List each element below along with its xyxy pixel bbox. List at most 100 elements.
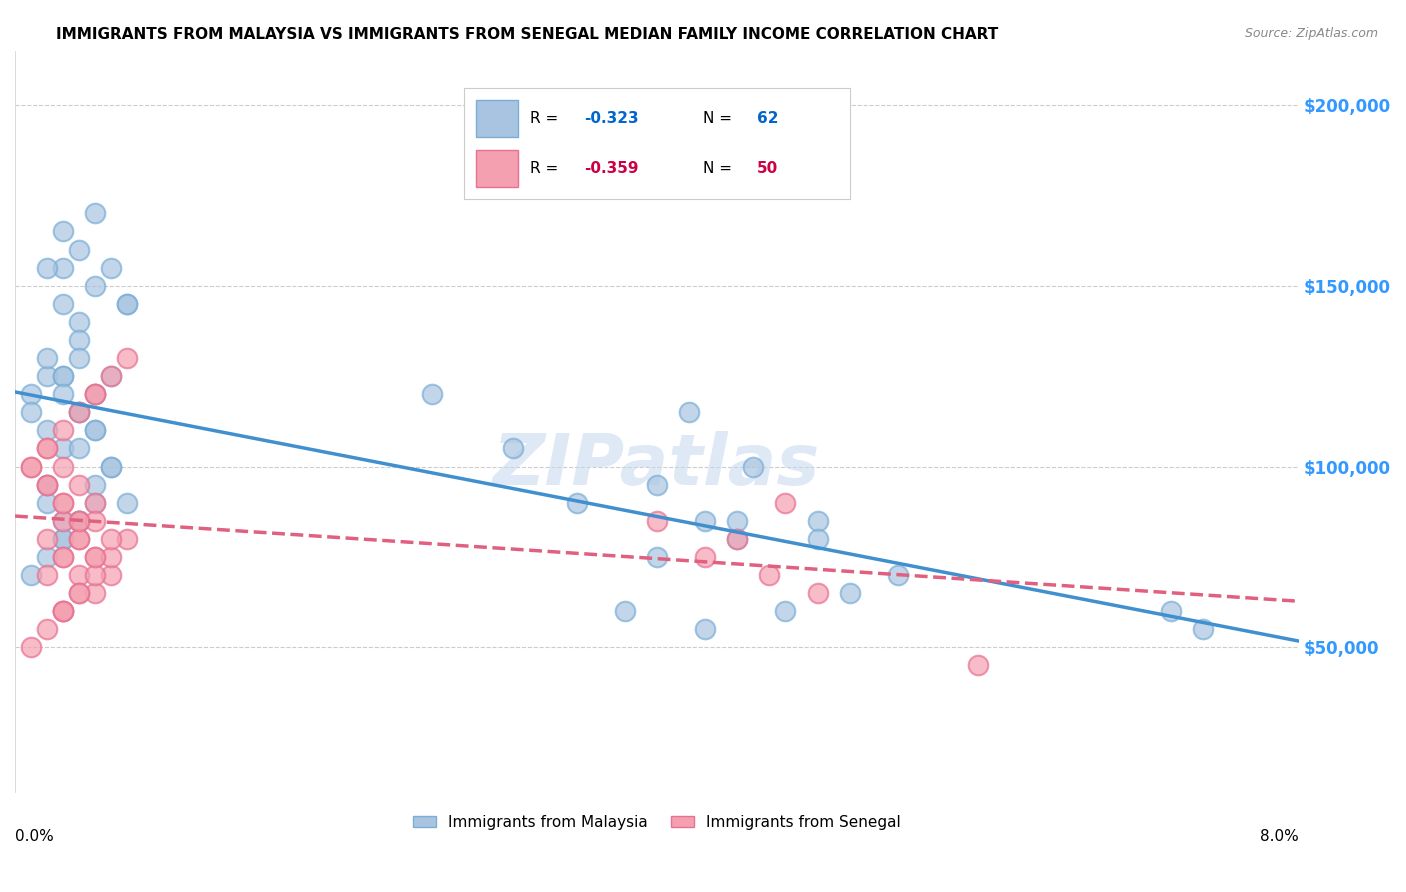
Legend: Immigrants from Malaysia, Immigrants from Senegal: Immigrants from Malaysia, Immigrants fro…: [408, 809, 907, 836]
Point: [613, 604, 636, 618]
Point: [67, 514, 90, 528]
Point: [84, 496, 107, 510]
Point: [52, 532, 75, 546]
Point: [645, 514, 668, 528]
Point: [35, 549, 58, 564]
Point: [100, 369, 122, 384]
Point: [838, 586, 860, 600]
Point: [67, 568, 90, 582]
Point: [84, 423, 107, 437]
Point: [67, 514, 90, 528]
Point: [67, 315, 90, 329]
Point: [100, 260, 122, 275]
Point: [35, 568, 58, 582]
Point: [84, 477, 107, 491]
Point: [52, 297, 75, 311]
Point: [35, 369, 58, 384]
Point: [67, 405, 90, 419]
Point: [67, 586, 90, 600]
Point: [52, 369, 75, 384]
Point: [20, 459, 42, 474]
Point: [1160, 604, 1182, 618]
Point: [84, 278, 107, 293]
Point: [100, 459, 122, 474]
Point: [84, 387, 107, 401]
Point: [52, 604, 75, 618]
Point: [100, 568, 122, 582]
Point: [67, 405, 90, 419]
Point: [52, 514, 75, 528]
Point: [84, 387, 107, 401]
Point: [35, 496, 58, 510]
Point: [52, 369, 75, 384]
Point: [420, 387, 443, 401]
Point: [52, 442, 75, 456]
Point: [35, 423, 58, 437]
Point: [52, 604, 75, 618]
Point: [84, 568, 107, 582]
Point: [117, 297, 139, 311]
Point: [806, 586, 828, 600]
Point: [775, 496, 797, 510]
Point: [84, 496, 107, 510]
Point: [35, 260, 58, 275]
Point: [52, 387, 75, 401]
Point: [20, 405, 42, 419]
Point: [117, 532, 139, 546]
Point: [806, 532, 828, 546]
Point: [84, 549, 107, 564]
Point: [84, 549, 107, 564]
Point: [117, 496, 139, 510]
Point: [67, 243, 90, 257]
Point: [52, 260, 75, 275]
Point: [52, 459, 75, 474]
Point: [67, 514, 90, 528]
Point: [100, 532, 122, 546]
Point: [67, 477, 90, 491]
Point: [20, 387, 42, 401]
Point: [645, 477, 668, 491]
Point: [1191, 622, 1213, 636]
Point: [806, 514, 828, 528]
Point: [84, 586, 107, 600]
Point: [742, 459, 765, 474]
Point: [695, 514, 717, 528]
Point: [20, 459, 42, 474]
Text: IMMIGRANTS FROM MALAYSIA VS IMMIGRANTS FROM SENEGAL MEDIAN FAMILY INCOME CORRELA: IMMIGRANTS FROM MALAYSIA VS IMMIGRANTS F…: [56, 27, 998, 42]
Point: [967, 658, 990, 673]
Point: [35, 532, 58, 546]
Point: [100, 459, 122, 474]
Point: [52, 225, 75, 239]
Point: [20, 568, 42, 582]
Point: [67, 351, 90, 365]
Point: [725, 532, 748, 546]
Point: [52, 604, 75, 618]
Point: [52, 549, 75, 564]
Text: 8.0%: 8.0%: [1260, 829, 1299, 844]
Point: [725, 532, 748, 546]
Point: [20, 640, 42, 655]
Point: [84, 423, 107, 437]
Point: [100, 369, 122, 384]
Point: [52, 496, 75, 510]
Point: [117, 297, 139, 311]
Point: [52, 423, 75, 437]
Point: [35, 351, 58, 365]
Point: [678, 405, 700, 419]
Point: [52, 532, 75, 546]
Point: [35, 442, 58, 456]
Point: [67, 405, 90, 419]
Point: [725, 514, 748, 528]
Point: [775, 604, 797, 618]
Text: Source: ZipAtlas.com: Source: ZipAtlas.com: [1244, 27, 1378, 40]
Text: ZIPatlas: ZIPatlas: [494, 432, 821, 500]
Point: [52, 549, 75, 564]
Point: [887, 568, 910, 582]
Point: [35, 622, 58, 636]
Point: [52, 514, 75, 528]
Point: [35, 442, 58, 456]
Point: [67, 514, 90, 528]
Point: [84, 206, 107, 220]
Point: [565, 496, 588, 510]
Point: [67, 532, 90, 546]
